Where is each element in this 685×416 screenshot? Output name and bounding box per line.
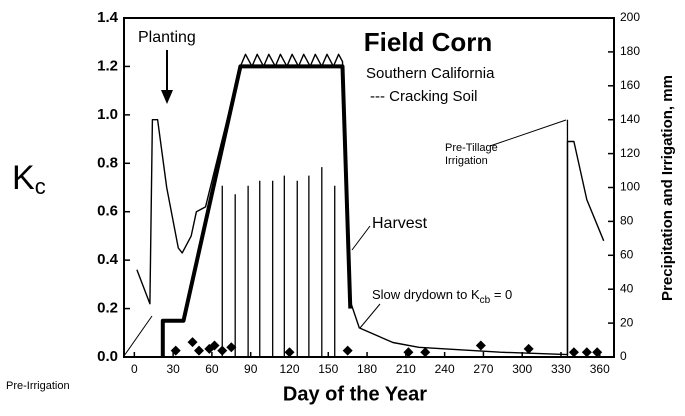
annotation: Harvest	[372, 215, 428, 232]
precip-marker	[226, 342, 237, 353]
y2-tick-label: 80	[620, 214, 634, 228]
y2-tick-label: 60	[620, 247, 634, 261]
x-tick-label: 90	[244, 362, 258, 376]
x-tick-label: 60	[205, 362, 219, 376]
y-axis-label-main: K	[12, 159, 35, 197]
precip-marker	[581, 347, 592, 358]
y2-tick-label: 180	[620, 44, 640, 58]
y2-tick-label: 140	[620, 112, 640, 126]
annotation-main: Slow drydown to K	[372, 287, 480, 302]
y-axis-label: Kc	[12, 159, 46, 199]
annotation-after: = 0	[490, 287, 512, 302]
leader	[351, 225, 371, 251]
leader	[489, 119, 567, 147]
precip-marker	[187, 337, 198, 348]
chart-title: Field Corn	[364, 27, 493, 57]
precip-marker	[475, 340, 486, 351]
leader	[359, 303, 381, 329]
y-tick-label: 0.2	[97, 300, 118, 317]
precip-marker	[420, 347, 431, 358]
y-tick-label: 0.0	[97, 348, 118, 365]
y2-axis-label: Precipitation and Irrigation, mm	[659, 75, 676, 301]
y-tick-label: 0.8	[97, 154, 118, 171]
precip-marker	[170, 345, 181, 356]
precip-marker	[403, 347, 414, 358]
y2-tick-label: 0	[620, 349, 627, 363]
y-axis-label-sub: c	[35, 174, 46, 199]
annotation: Slow drydown to Kcb = 0	[372, 287, 512, 305]
annotation: Planting	[138, 29, 196, 46]
x-tick-label: 30	[166, 362, 180, 376]
precip-marker	[193, 345, 204, 356]
x-axis-label: Day of the Year	[283, 383, 427, 405]
leader	[123, 315, 153, 357]
precip-marker	[592, 347, 603, 358]
y2-tick-label: 120	[620, 146, 640, 160]
kc-line	[136, 53, 605, 356]
precip-marker	[568, 347, 579, 358]
precip-marker	[342, 345, 353, 356]
x-tick-label: 300	[512, 362, 532, 376]
y2-tick-label: 160	[620, 78, 640, 92]
y2-tick-label: 100	[620, 180, 640, 194]
x-tick-label: 360	[590, 362, 610, 376]
subtitle: Southern California	[366, 65, 495, 82]
y-tick-label: 1.2	[97, 57, 118, 74]
precip-marker	[523, 343, 534, 354]
x-tick-label: 120	[279, 362, 299, 376]
x-tick-label: 330	[551, 362, 571, 376]
kcb-line	[160, 64, 353, 357]
y-tick-label: 0.6	[97, 203, 118, 220]
precip-marker	[284, 347, 295, 358]
y2-tick-label: 200	[620, 10, 640, 24]
annotation: Pre-Tillage	[445, 142, 498, 154]
y-tick-label: 1.4	[97, 9, 119, 26]
y2-tick-label: 40	[620, 281, 634, 295]
precip-marker	[217, 345, 228, 356]
y2-tick-label: 20	[620, 315, 634, 329]
arrow-head	[161, 90, 173, 104]
x-tick-label: 150	[318, 362, 338, 376]
x-tick-label: 210	[396, 362, 416, 376]
y-tick-label: 0.4	[97, 251, 119, 268]
annotation: Pre-Irrigation	[6, 380, 70, 392]
precip-marker	[209, 340, 220, 351]
x-tick-label: 270	[473, 362, 493, 376]
x-tick-label: 240	[435, 362, 455, 376]
annotation: Irrigation	[445, 155, 488, 167]
x-tick-label: 180	[357, 362, 377, 376]
y-tick-label: 1.0	[97, 106, 118, 123]
subtitle: --- Cracking Soil	[370, 88, 478, 105]
x-tick-label: 0	[131, 362, 138, 376]
annotation-sub: cb	[480, 295, 491, 306]
